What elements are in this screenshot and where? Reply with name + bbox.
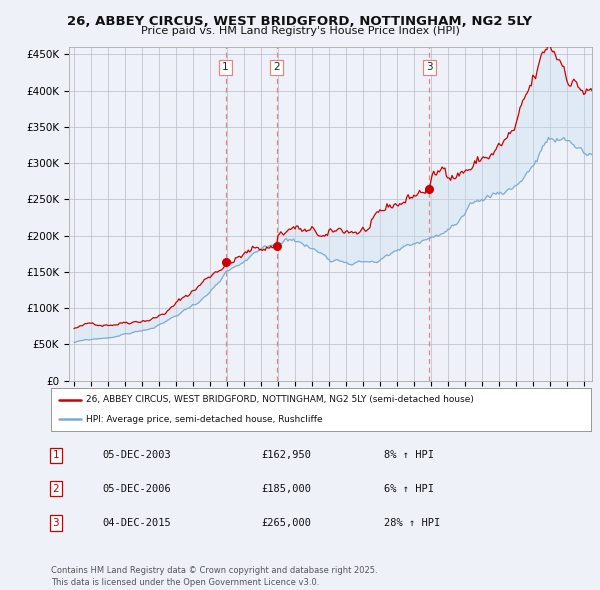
Text: 1: 1 (52, 451, 59, 460)
Text: 04-DEC-2015: 04-DEC-2015 (102, 518, 171, 527)
Text: 3: 3 (52, 518, 59, 527)
Text: Price paid vs. HM Land Registry's House Price Index (HPI): Price paid vs. HM Land Registry's House … (140, 26, 460, 36)
Text: 6% ↑ HPI: 6% ↑ HPI (384, 484, 434, 493)
Text: 26, ABBEY CIRCUS, WEST BRIDGFORD, NOTTINGHAM, NG2 5LY (semi-detached house): 26, ABBEY CIRCUS, WEST BRIDGFORD, NOTTIN… (86, 395, 474, 404)
Text: 05-DEC-2006: 05-DEC-2006 (102, 484, 171, 493)
Text: 2: 2 (273, 63, 280, 73)
Text: 05-DEC-2003: 05-DEC-2003 (102, 451, 171, 460)
Text: 3: 3 (426, 63, 433, 73)
Text: 28% ↑ HPI: 28% ↑ HPI (384, 518, 440, 527)
Text: £162,950: £162,950 (261, 451, 311, 460)
Text: 1: 1 (223, 63, 229, 73)
Text: 8% ↑ HPI: 8% ↑ HPI (384, 451, 434, 460)
Text: Contains HM Land Registry data © Crown copyright and database right 2025.
This d: Contains HM Land Registry data © Crown c… (51, 566, 377, 587)
Text: 2: 2 (52, 484, 59, 493)
Text: HPI: Average price, semi-detached house, Rushcliffe: HPI: Average price, semi-detached house,… (86, 415, 323, 424)
Text: 26, ABBEY CIRCUS, WEST BRIDGFORD, NOTTINGHAM, NG2 5LY: 26, ABBEY CIRCUS, WEST BRIDGFORD, NOTTIN… (67, 15, 533, 28)
Text: £265,000: £265,000 (261, 518, 311, 527)
Text: £185,000: £185,000 (261, 484, 311, 493)
